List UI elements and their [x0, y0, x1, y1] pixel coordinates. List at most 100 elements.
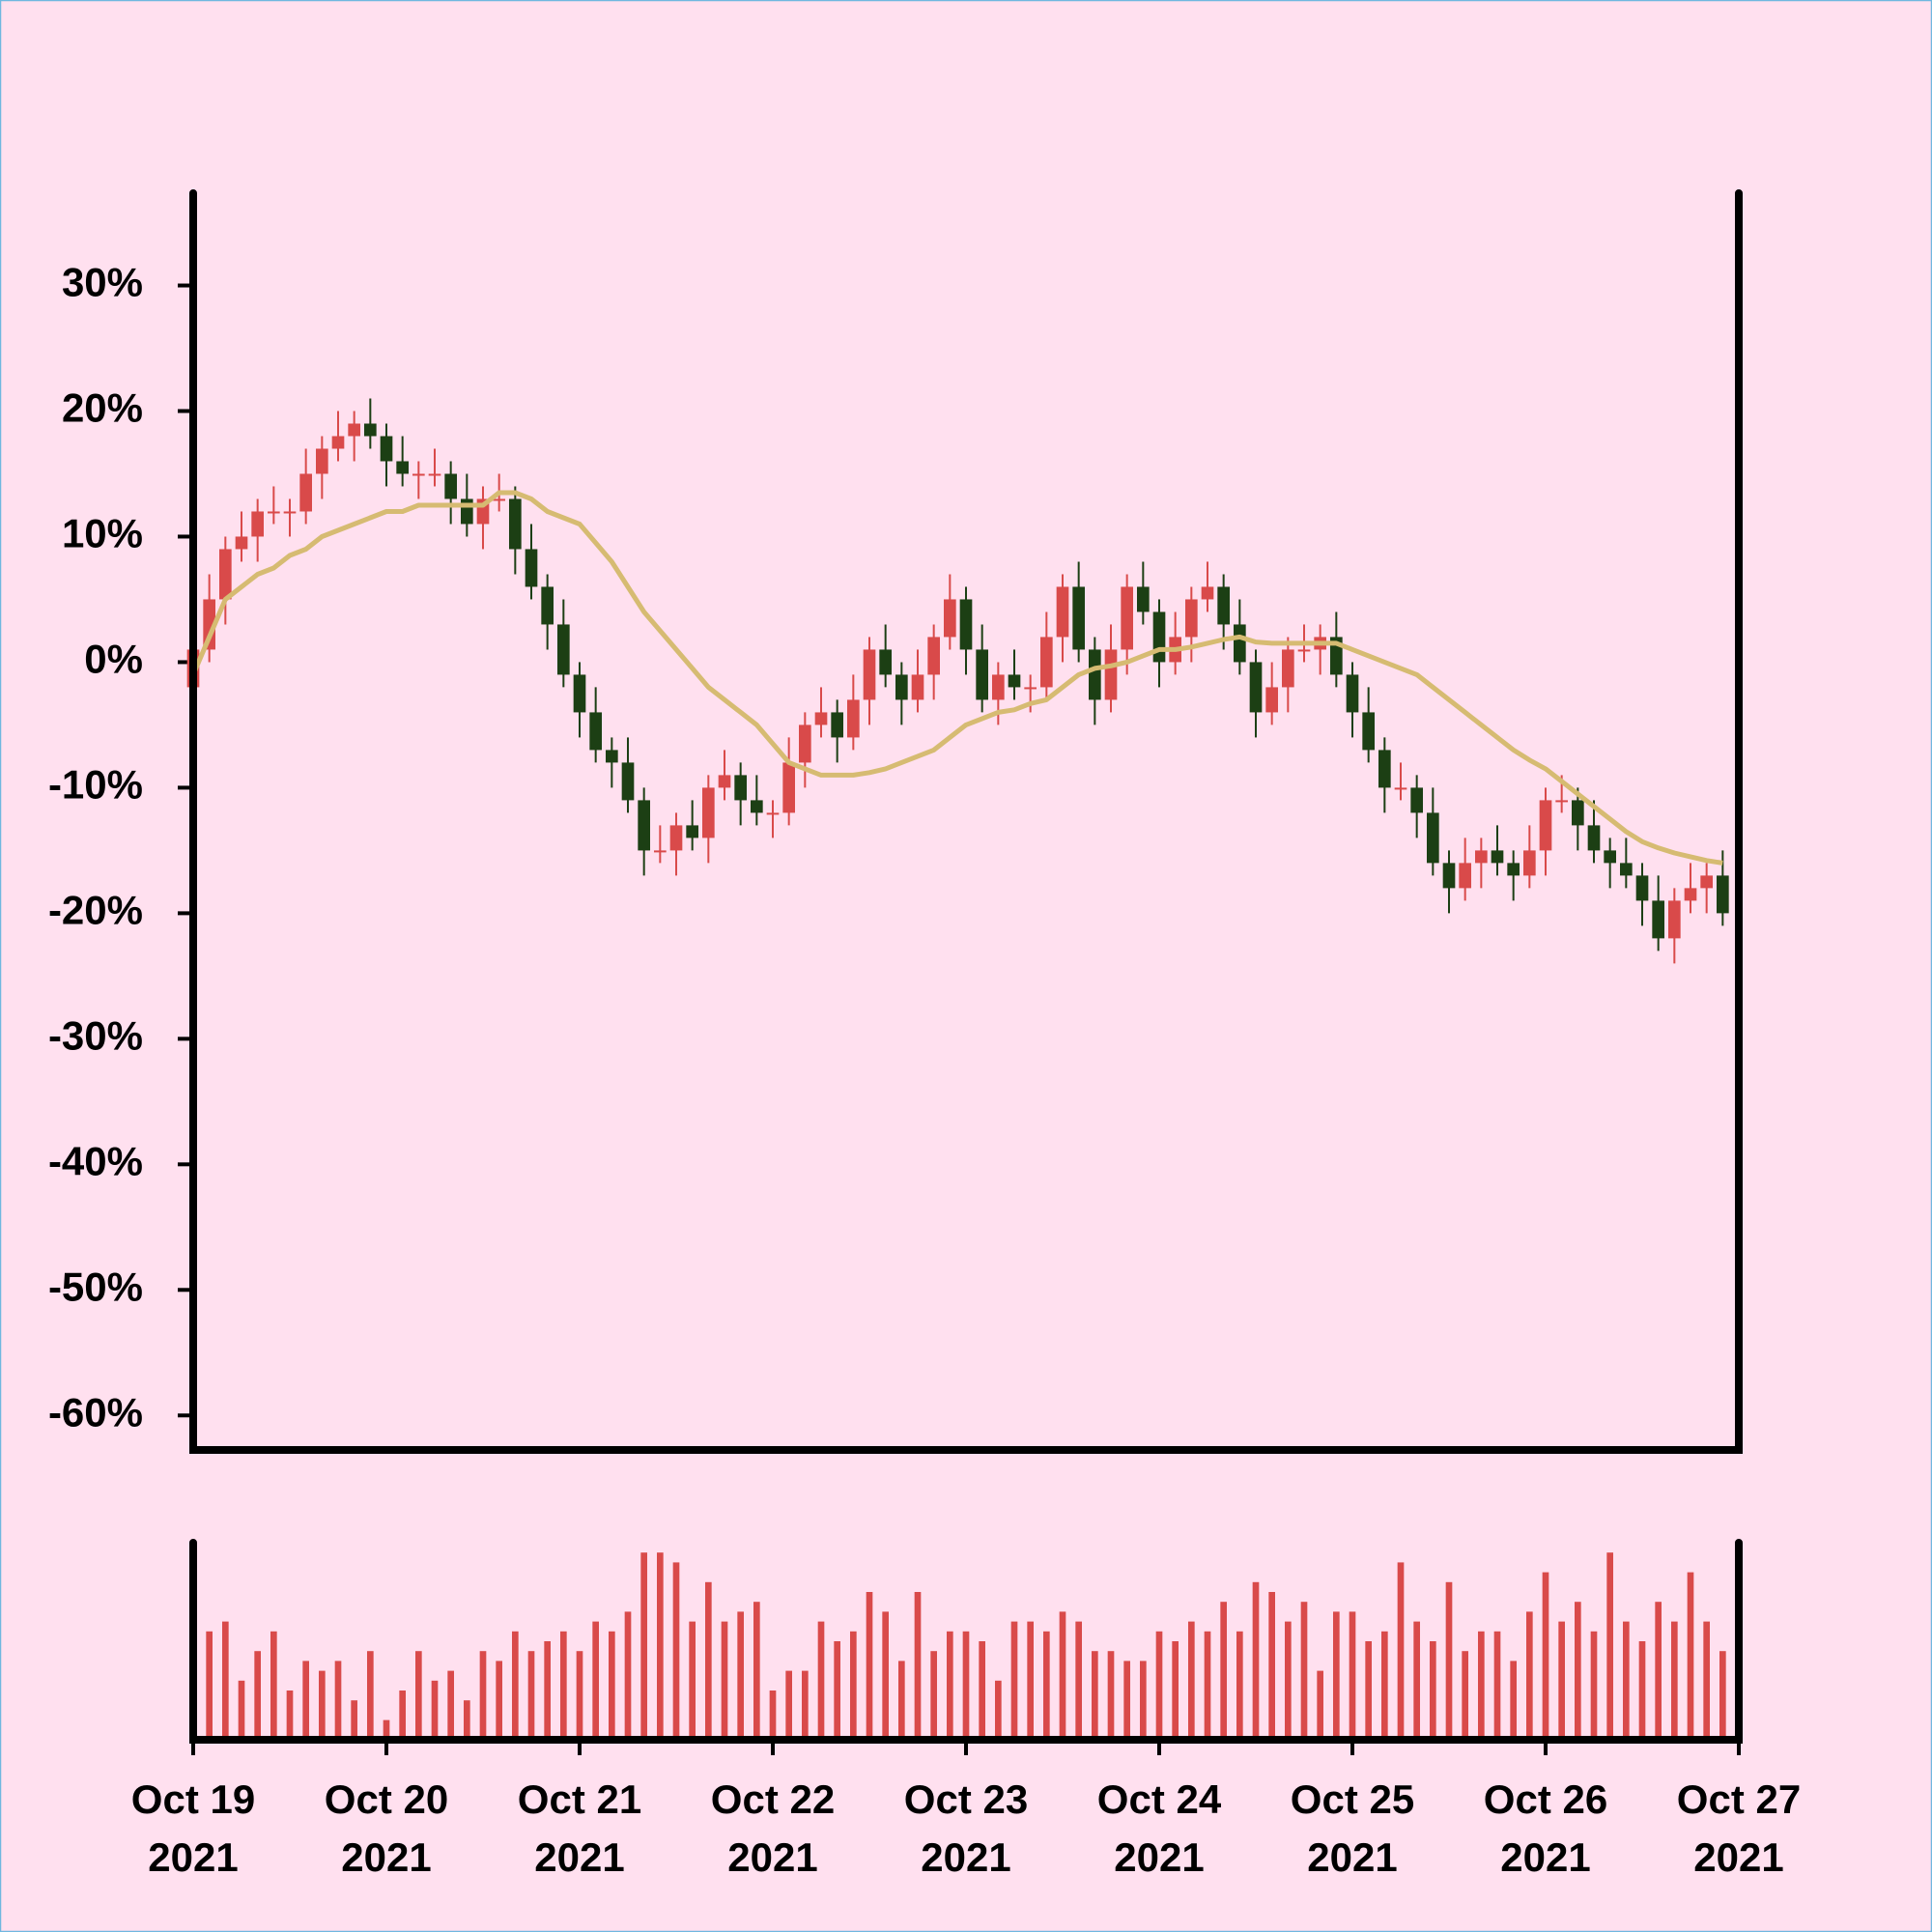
y-tick-label: -20% [48, 887, 143, 932]
volume-bar [1268, 1592, 1275, 1740]
moving-average-line [190, 490, 1723, 866]
volume-bar [576, 1651, 583, 1740]
candle-body [734, 775, 747, 801]
volume-bar [1123, 1661, 1130, 1740]
candle-body [669, 825, 683, 851]
candle-body [927, 637, 940, 675]
candle-body [1717, 875, 1729, 914]
candle-body [1072, 586, 1085, 650]
volume-bar [850, 1631, 857, 1740]
candle-body [1040, 637, 1053, 688]
volume-bar [1638, 1641, 1646, 1740]
y-tick-label: -60% [48, 1389, 143, 1435]
volume-bar [399, 1690, 406, 1740]
x-tick-label: 2021 [1114, 1834, 1204, 1880]
candle-body [799, 724, 811, 763]
candle-body [751, 800, 763, 813]
candle-body [380, 436, 393, 462]
volume-bar [1155, 1631, 1163, 1740]
candle-body [1152, 611, 1166, 663]
candle-body [1572, 800, 1584, 826]
y-tick-label: -10% [48, 762, 143, 808]
volume-bar [1623, 1621, 1630, 1740]
volume-bar [1333, 1611, 1340, 1740]
candle-body [1008, 674, 1021, 688]
candle-body [1362, 712, 1375, 751]
volume-bar [1220, 1602, 1227, 1740]
volume-bar [1204, 1631, 1211, 1740]
volume-bar [1317, 1670, 1323, 1740]
main-spine [189, 189, 1743, 1454]
volume-bar [479, 1651, 487, 1740]
candle-body [1297, 649, 1311, 652]
candle-body [686, 825, 698, 838]
volume-bar [1687, 1572, 1694, 1740]
volume-bar [1430, 1641, 1436, 1740]
x-tick-label: Oct 26 [1484, 1776, 1607, 1822]
volume-bar [1043, 1631, 1050, 1740]
volume-bar [1558, 1621, 1565, 1740]
candle-body [219, 549, 232, 600]
candle-body [1089, 649, 1101, 700]
y-tick-label: 30% [62, 260, 143, 305]
volume-bar [1590, 1631, 1598, 1740]
volume-bar [802, 1670, 809, 1740]
candle-body [1523, 850, 1536, 876]
candle-body [1056, 586, 1069, 638]
volume-bar [1703, 1621, 1710, 1740]
x-tick-label: 2021 [727, 1834, 817, 1880]
candle-body [702, 787, 715, 838]
volume-bar [1140, 1661, 1147, 1740]
volume-bar [1478, 1631, 1485, 1740]
volume-bar [1655, 1602, 1662, 1740]
y-tick-label: -40% [48, 1138, 143, 1183]
candle-body [782, 762, 795, 813]
volume-bar [995, 1680, 1002, 1740]
volume-bar [640, 1552, 647, 1740]
candle-body [283, 511, 297, 514]
candle-body [444, 473, 457, 499]
candle-body [718, 775, 731, 788]
candle-body [1635, 875, 1649, 901]
volume-bar [254, 1651, 261, 1740]
x-tick-label: 2021 [1307, 1834, 1397, 1880]
volume-bar [1575, 1602, 1581, 1740]
volume-bar [898, 1661, 905, 1740]
candle-body [348, 423, 360, 437]
volume-bar [334, 1661, 342, 1740]
candle-body [1604, 850, 1616, 864]
volume-bar [866, 1592, 873, 1740]
candle-body [944, 599, 956, 638]
candle-body [525, 549, 538, 587]
volume-bar [222, 1621, 229, 1740]
candle-body [654, 850, 667, 853]
volume-bar [609, 1631, 615, 1740]
candle-body [1684, 888, 1697, 901]
volume-bar [1027, 1621, 1034, 1740]
candle-body [1442, 863, 1456, 889]
volume-bar [1349, 1611, 1356, 1740]
candle-body [493, 498, 505, 501]
x-tick-label: Oct 23 [904, 1776, 1028, 1822]
volume-bar [1397, 1562, 1405, 1740]
volume-bar [705, 1581, 712, 1740]
volume-bar [1010, 1621, 1018, 1740]
volume-bar [527, 1651, 535, 1740]
candle-body [316, 448, 328, 474]
volume-bar [1606, 1552, 1613, 1740]
candle-body [1507, 863, 1520, 876]
candle-body [1427, 812, 1439, 864]
volume-bar [351, 1700, 357, 1740]
x-tick-label: 2021 [148, 1834, 238, 1880]
x-tick-label: 2021 [1693, 1834, 1783, 1880]
volume-bar [721, 1621, 728, 1740]
candle-body [428, 473, 441, 476]
candle-body [203, 599, 215, 650]
x-tick-label: 2021 [921, 1834, 1010, 1880]
volume-bar [1493, 1631, 1501, 1740]
candle-body [1394, 787, 1407, 790]
volume-bar [1413, 1621, 1420, 1740]
volume-bar [1172, 1641, 1179, 1740]
volume-bar [1719, 1651, 1726, 1740]
candle-body [1265, 687, 1278, 713]
